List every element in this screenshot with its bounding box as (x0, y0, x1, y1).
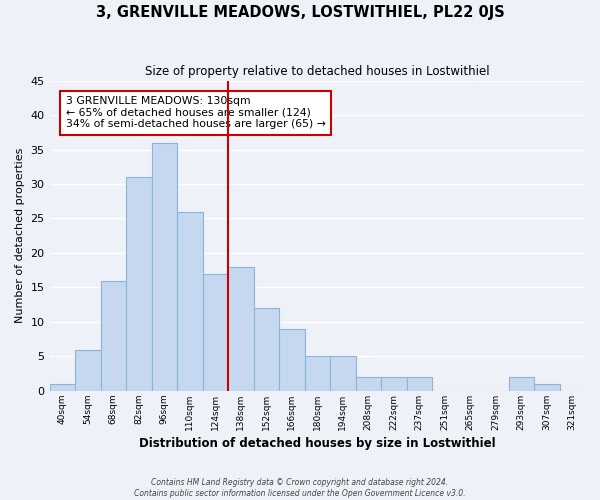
Y-axis label: Number of detached properties: Number of detached properties (15, 148, 25, 324)
Bar (50, 384, 75, 391)
Bar (203, 274, 228, 391)
Bar (279, 329, 305, 391)
Bar (330, 356, 356, 391)
Bar (152, 142, 177, 391)
Bar (509, 377, 534, 391)
Bar (101, 280, 126, 391)
Title: Size of property relative to detached houses in Lostwithiel: Size of property relative to detached ho… (145, 65, 490, 78)
Text: Contains HM Land Registry data © Crown copyright and database right 2024.
Contai: Contains HM Land Registry data © Crown c… (134, 478, 466, 498)
Bar (228, 267, 254, 391)
Bar (356, 377, 381, 391)
Bar (381, 377, 407, 391)
Bar (126, 177, 152, 391)
Bar (305, 356, 330, 391)
Bar (407, 377, 432, 391)
Text: 3, GRENVILLE MEADOWS, LOSTWITHIEL, PL22 0JS: 3, GRENVILLE MEADOWS, LOSTWITHIEL, PL22 … (95, 5, 505, 20)
Bar (75, 350, 101, 391)
Text: 3 GRENVILLE MEADOWS: 130sqm
← 65% of detached houses are smaller (124)
34% of se: 3 GRENVILLE MEADOWS: 130sqm ← 65% of det… (65, 96, 325, 130)
Bar (254, 308, 279, 391)
Bar (177, 212, 203, 391)
Bar (534, 384, 560, 391)
X-axis label: Distribution of detached houses by size in Lostwithiel: Distribution of detached houses by size … (139, 437, 496, 450)
